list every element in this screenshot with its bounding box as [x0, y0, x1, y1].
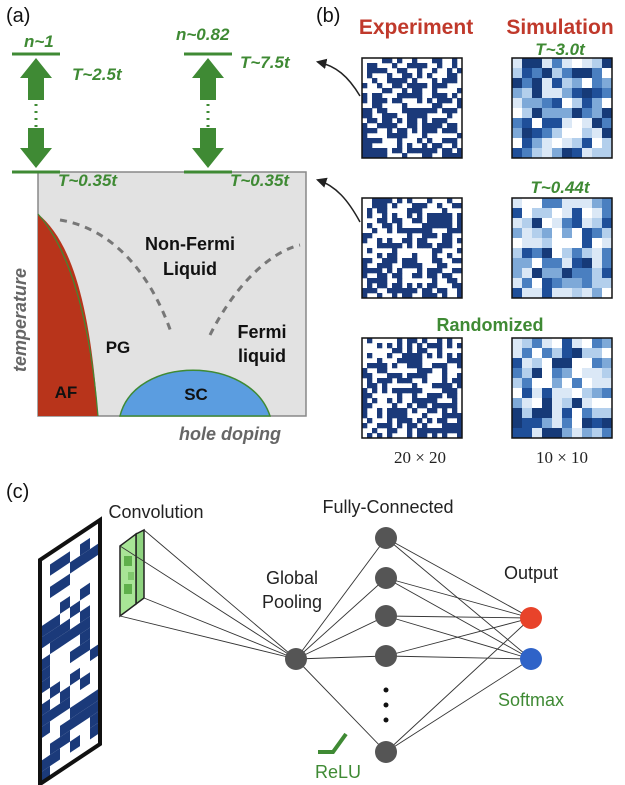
left-temp-high: T~2.5t — [72, 65, 123, 84]
right-density-label: n~0.82 — [176, 25, 230, 44]
input-snapshot-frame — [38, 516, 102, 785]
panel-a-label: (a) — [6, 5, 30, 27]
region-pg: PG — [106, 338, 131, 357]
region-fermi-2: liquid — [238, 346, 286, 366]
hidden-node-4 — [375, 645, 397, 667]
sim-temp-low: T~0.44t — [530, 178, 590, 197]
y-axis-label: temperature — [10, 268, 30, 372]
network-connections — [119, 529, 532, 753]
sc-dome — [119, 369, 272, 417]
size-left-label: 20 × 20 — [394, 448, 446, 467]
hidden-node-1 — [375, 527, 397, 549]
panel-b-label: (b) — [316, 5, 340, 27]
global-pooling-label-2: Pooling — [262, 592, 322, 612]
sim-temp-high: T~3.0t — [535, 40, 586, 59]
output-node-red — [520, 607, 542, 629]
crossover-line-right — [208, 243, 301, 336]
relu-label: ReLU — [315, 762, 361, 782]
global-pooling-label-1: Global — [266, 568, 318, 588]
hidden-node-3 — [375, 605, 397, 627]
randomized-simulation-snapshot — [511, 337, 613, 439]
size-right-label: 10 × 10 — [536, 448, 588, 467]
curved-arrow-top — [315, 58, 361, 97]
hidden-node-last — [375, 741, 397, 763]
region-sc: SC — [184, 385, 208, 404]
x-axis-label: hole doping — [179, 424, 281, 444]
softmax-label: Softmax — [498, 690, 564, 710]
region-non-fermi-1: Non-Fermi — [145, 234, 235, 254]
af-region — [38, 214, 98, 416]
global-pooling-node — [285, 648, 307, 670]
left-density-label: n~1 — [24, 32, 54, 51]
pg-boundary — [37, 213, 99, 417]
randomized-label: Randomized — [436, 315, 543, 335]
region-af: AF — [55, 383, 78, 402]
hidden-node-2 — [375, 567, 397, 589]
left-temperature-range-arrow — [12, 52, 60, 174]
region-fermi-1: Fermi — [237, 322, 286, 342]
region-non-fermi-2: Liquid — [163, 259, 217, 279]
output-node-blue — [520, 648, 542, 670]
right-temperature-range-arrow — [184, 52, 232, 174]
panel-c-label: (c) — [6, 481, 29, 503]
experiment-header: Experiment — [359, 16, 473, 39]
simulation-snapshot-1 — [511, 57, 613, 159]
curved-arrow-bottom — [316, 177, 361, 223]
relu-icon — [318, 732, 348, 754]
right-temp-high: T~7.5t — [240, 53, 291, 72]
right-temp-low: T~0.35t — [230, 171, 290, 190]
crossover-line-left — [59, 218, 174, 336]
experiment-snapshot-1 — [361, 57, 463, 159]
convolution-label: Convolution — [108, 502, 203, 522]
output-label: Output — [504, 563, 558, 583]
randomized-experiment-snapshot — [361, 337, 463, 439]
experiment-snapshot-2 — [361, 197, 463, 299]
left-temp-low: T~0.35t — [58, 171, 118, 190]
simulation-snapshot-2 — [511, 197, 613, 299]
input-snapshot — [40, 520, 100, 784]
convolution-kernel — [119, 528, 145, 618]
hidden-ellipsis — [383, 687, 389, 723]
simulation-header: Simulation — [506, 16, 613, 39]
fully-connected-label: Fully-Connected — [322, 497, 453, 517]
